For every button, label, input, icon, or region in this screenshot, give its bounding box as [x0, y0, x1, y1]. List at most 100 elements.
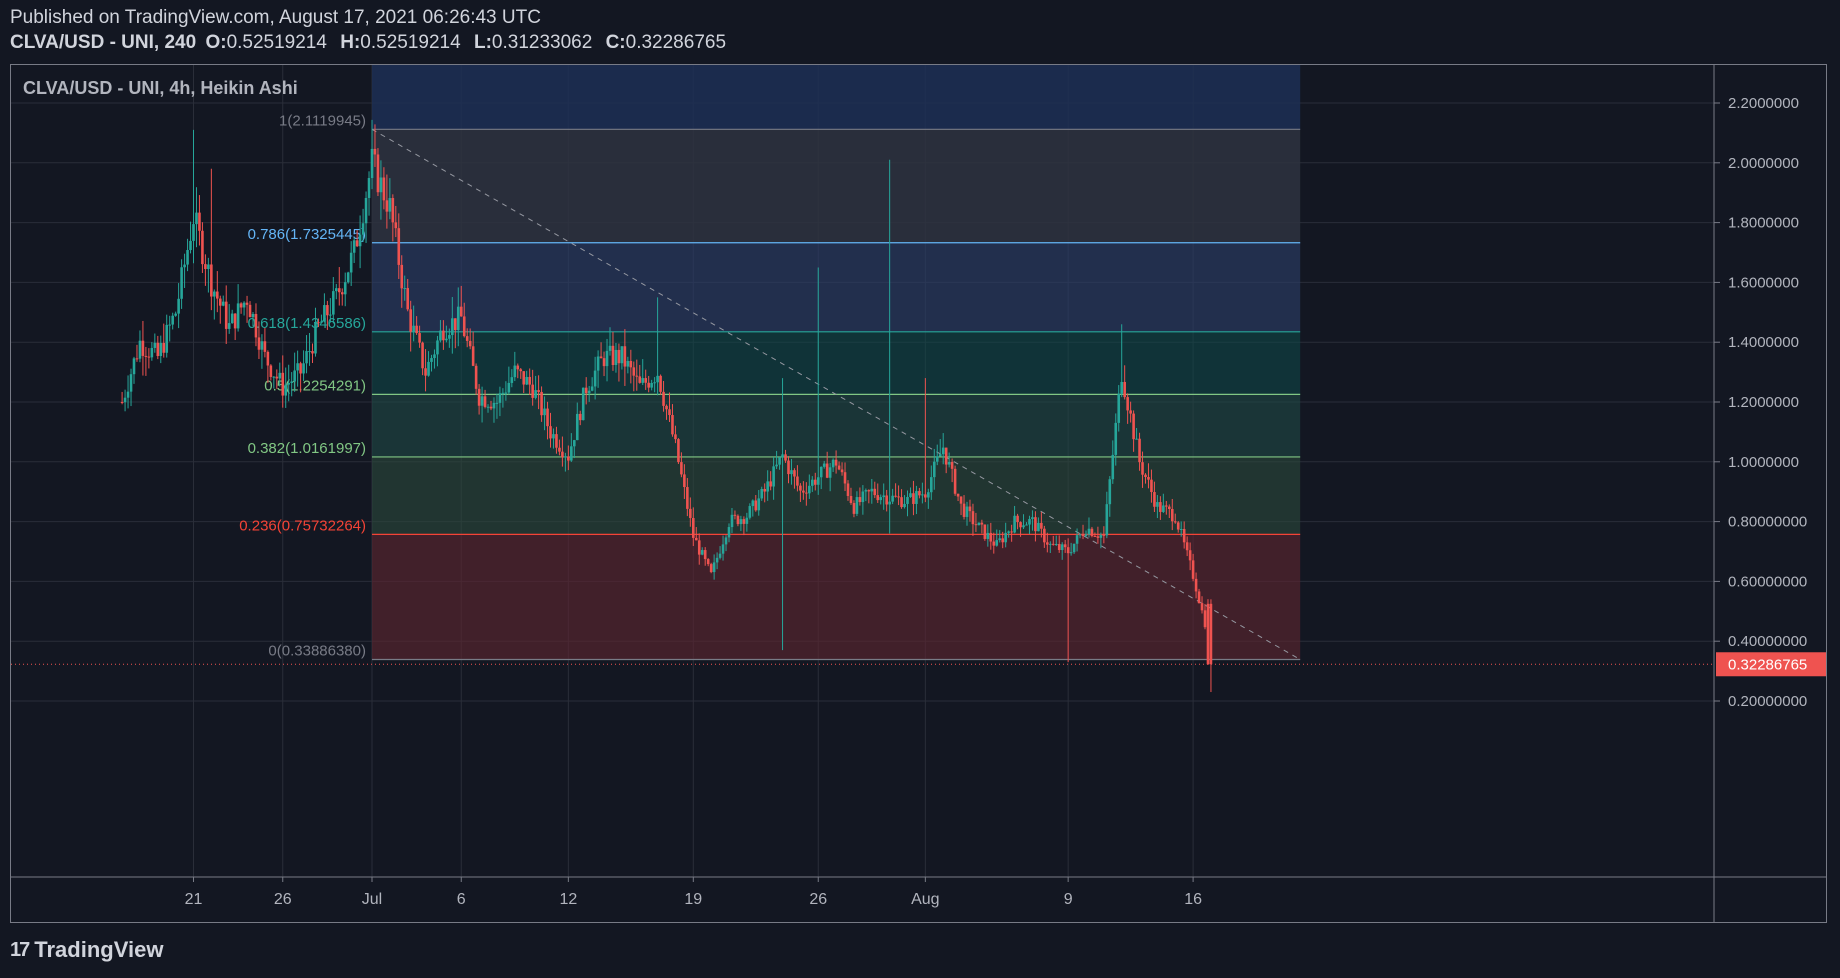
candle-body: [727, 527, 731, 538]
candle-body: [299, 363, 302, 374]
candle-body: [989, 532, 993, 542]
candle-body: [834, 459, 838, 466]
candle-body: [831, 459, 835, 468]
candle-body: [641, 378, 645, 383]
fib-zone: [372, 65, 1301, 130]
candle-body: [400, 264, 404, 289]
candle-body: [962, 503, 966, 517]
candle-body: [451, 318, 454, 336]
candle-body: [808, 485, 811, 494]
candle-body: [888, 501, 891, 505]
candle-body: [1159, 502, 1162, 512]
candle-body: [248, 304, 252, 318]
candle-body: [132, 358, 136, 375]
candle-body: [822, 463, 826, 467]
candle-body: [474, 365, 478, 389]
candle-body: [1117, 393, 1121, 423]
chart-frame: [10, 64, 1827, 923]
candle-body: [311, 351, 314, 354]
symbol-label: CLVA/USD - UNI, 240: [10, 32, 197, 53]
candle-body: [412, 325, 415, 332]
candle-body: [590, 386, 594, 391]
candle-body: [1144, 474, 1147, 478]
candle-body: [665, 405, 668, 410]
candle-body: [192, 224, 195, 241]
candle-body: [918, 491, 921, 496]
candle-body: [944, 447, 948, 465]
candle-body: [1075, 535, 1079, 544]
candle-body: [620, 346, 624, 364]
candle-body: [971, 511, 975, 525]
fib-zone: [372, 129, 1301, 243]
candle-body: [329, 314, 332, 316]
price-tick-label: 2.0000000: [1728, 155, 1799, 172]
candle-body: [602, 358, 606, 367]
candle-body: [736, 515, 740, 525]
candle-body: [608, 345, 612, 351]
candle-body: [1054, 544, 1058, 546]
candle-body: [540, 391, 543, 416]
candle-body: [903, 503, 906, 508]
candle-body: [1007, 531, 1010, 533]
candle-body: [433, 354, 436, 359]
candle-body: [528, 376, 531, 385]
candle-body: [784, 454, 787, 461]
candle-body: [596, 356, 600, 371]
candle-body: [793, 470, 796, 477]
price-chart[interactable]: 1(2.1119945) 0.786(1.7325445) 0.618(1.4346…: [0, 0, 1840, 935]
candle-body: [995, 540, 999, 546]
candle-body: [254, 313, 258, 338]
candle-body: [1010, 531, 1013, 533]
candle-body: [409, 309, 412, 332]
candle-body: [352, 240, 356, 253]
candle-body: [959, 496, 963, 504]
candle-body: [147, 356, 151, 358]
candle-body: [525, 376, 528, 385]
candle-body: [195, 212, 198, 225]
candle-body: [522, 371, 526, 385]
candle-body: [980, 522, 984, 525]
candle-body: [468, 340, 472, 347]
candle-body: [555, 434, 558, 448]
candle-body: [1063, 544, 1067, 548]
candle-body: [912, 493, 915, 504]
candle-body: [867, 490, 871, 492]
candle-body: [849, 495, 853, 503]
candle-body: [263, 341, 267, 352]
candle-body: [320, 321, 323, 323]
candle-body: [1066, 547, 1070, 554]
candle-body: [233, 313, 237, 329]
candle-body: [915, 491, 918, 504]
candle-body: [644, 378, 647, 383]
candle-body: [623, 346, 627, 367]
candle-body: [397, 228, 401, 265]
candle-body: [709, 564, 713, 573]
candle-body: [605, 350, 609, 367]
candle-body: [278, 372, 282, 379]
candle-body: [751, 500, 755, 507]
candle-body: [802, 490, 805, 493]
candle-body: [1153, 492, 1156, 507]
candle-body: [358, 234, 362, 247]
time-tick-label: 6: [457, 891, 466, 908]
price-tick-label: 1.4000000: [1728, 334, 1799, 351]
candle-body: [394, 222, 398, 229]
candle-body: [382, 177, 386, 201]
candle-body: [1126, 397, 1129, 411]
candle-body: [843, 472, 847, 484]
candle-body: [201, 230, 204, 265]
candle-body: [626, 360, 630, 367]
candle-body: [564, 456, 567, 458]
candle-body: [445, 338, 448, 341]
tradingview-brand[interactable]: 17 TradingView: [10, 937, 163, 963]
candle-body: [575, 413, 579, 441]
candle-body: [236, 303, 240, 329]
candle-body: [739, 519, 743, 525]
candle-body: [138, 340, 142, 359]
candle-body: [805, 492, 808, 494]
candle-body: [656, 375, 659, 383]
candle-body: [221, 301, 225, 306]
candle-body: [1123, 381, 1126, 398]
candle-body: [302, 363, 305, 374]
price-tick-label: 0.60000000: [1728, 573, 1807, 590]
